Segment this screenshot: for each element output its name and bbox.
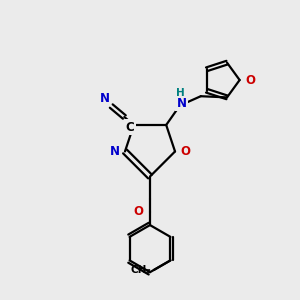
Text: N: N [110,145,120,158]
Text: O: O [180,145,190,158]
Text: N: N [176,97,186,110]
Text: H: H [176,88,185,98]
Text: CH₃: CH₃ [130,265,152,275]
Text: C: C [126,121,135,134]
Text: O: O [134,205,143,218]
Text: O: O [245,74,256,86]
Text: N: N [100,92,110,105]
